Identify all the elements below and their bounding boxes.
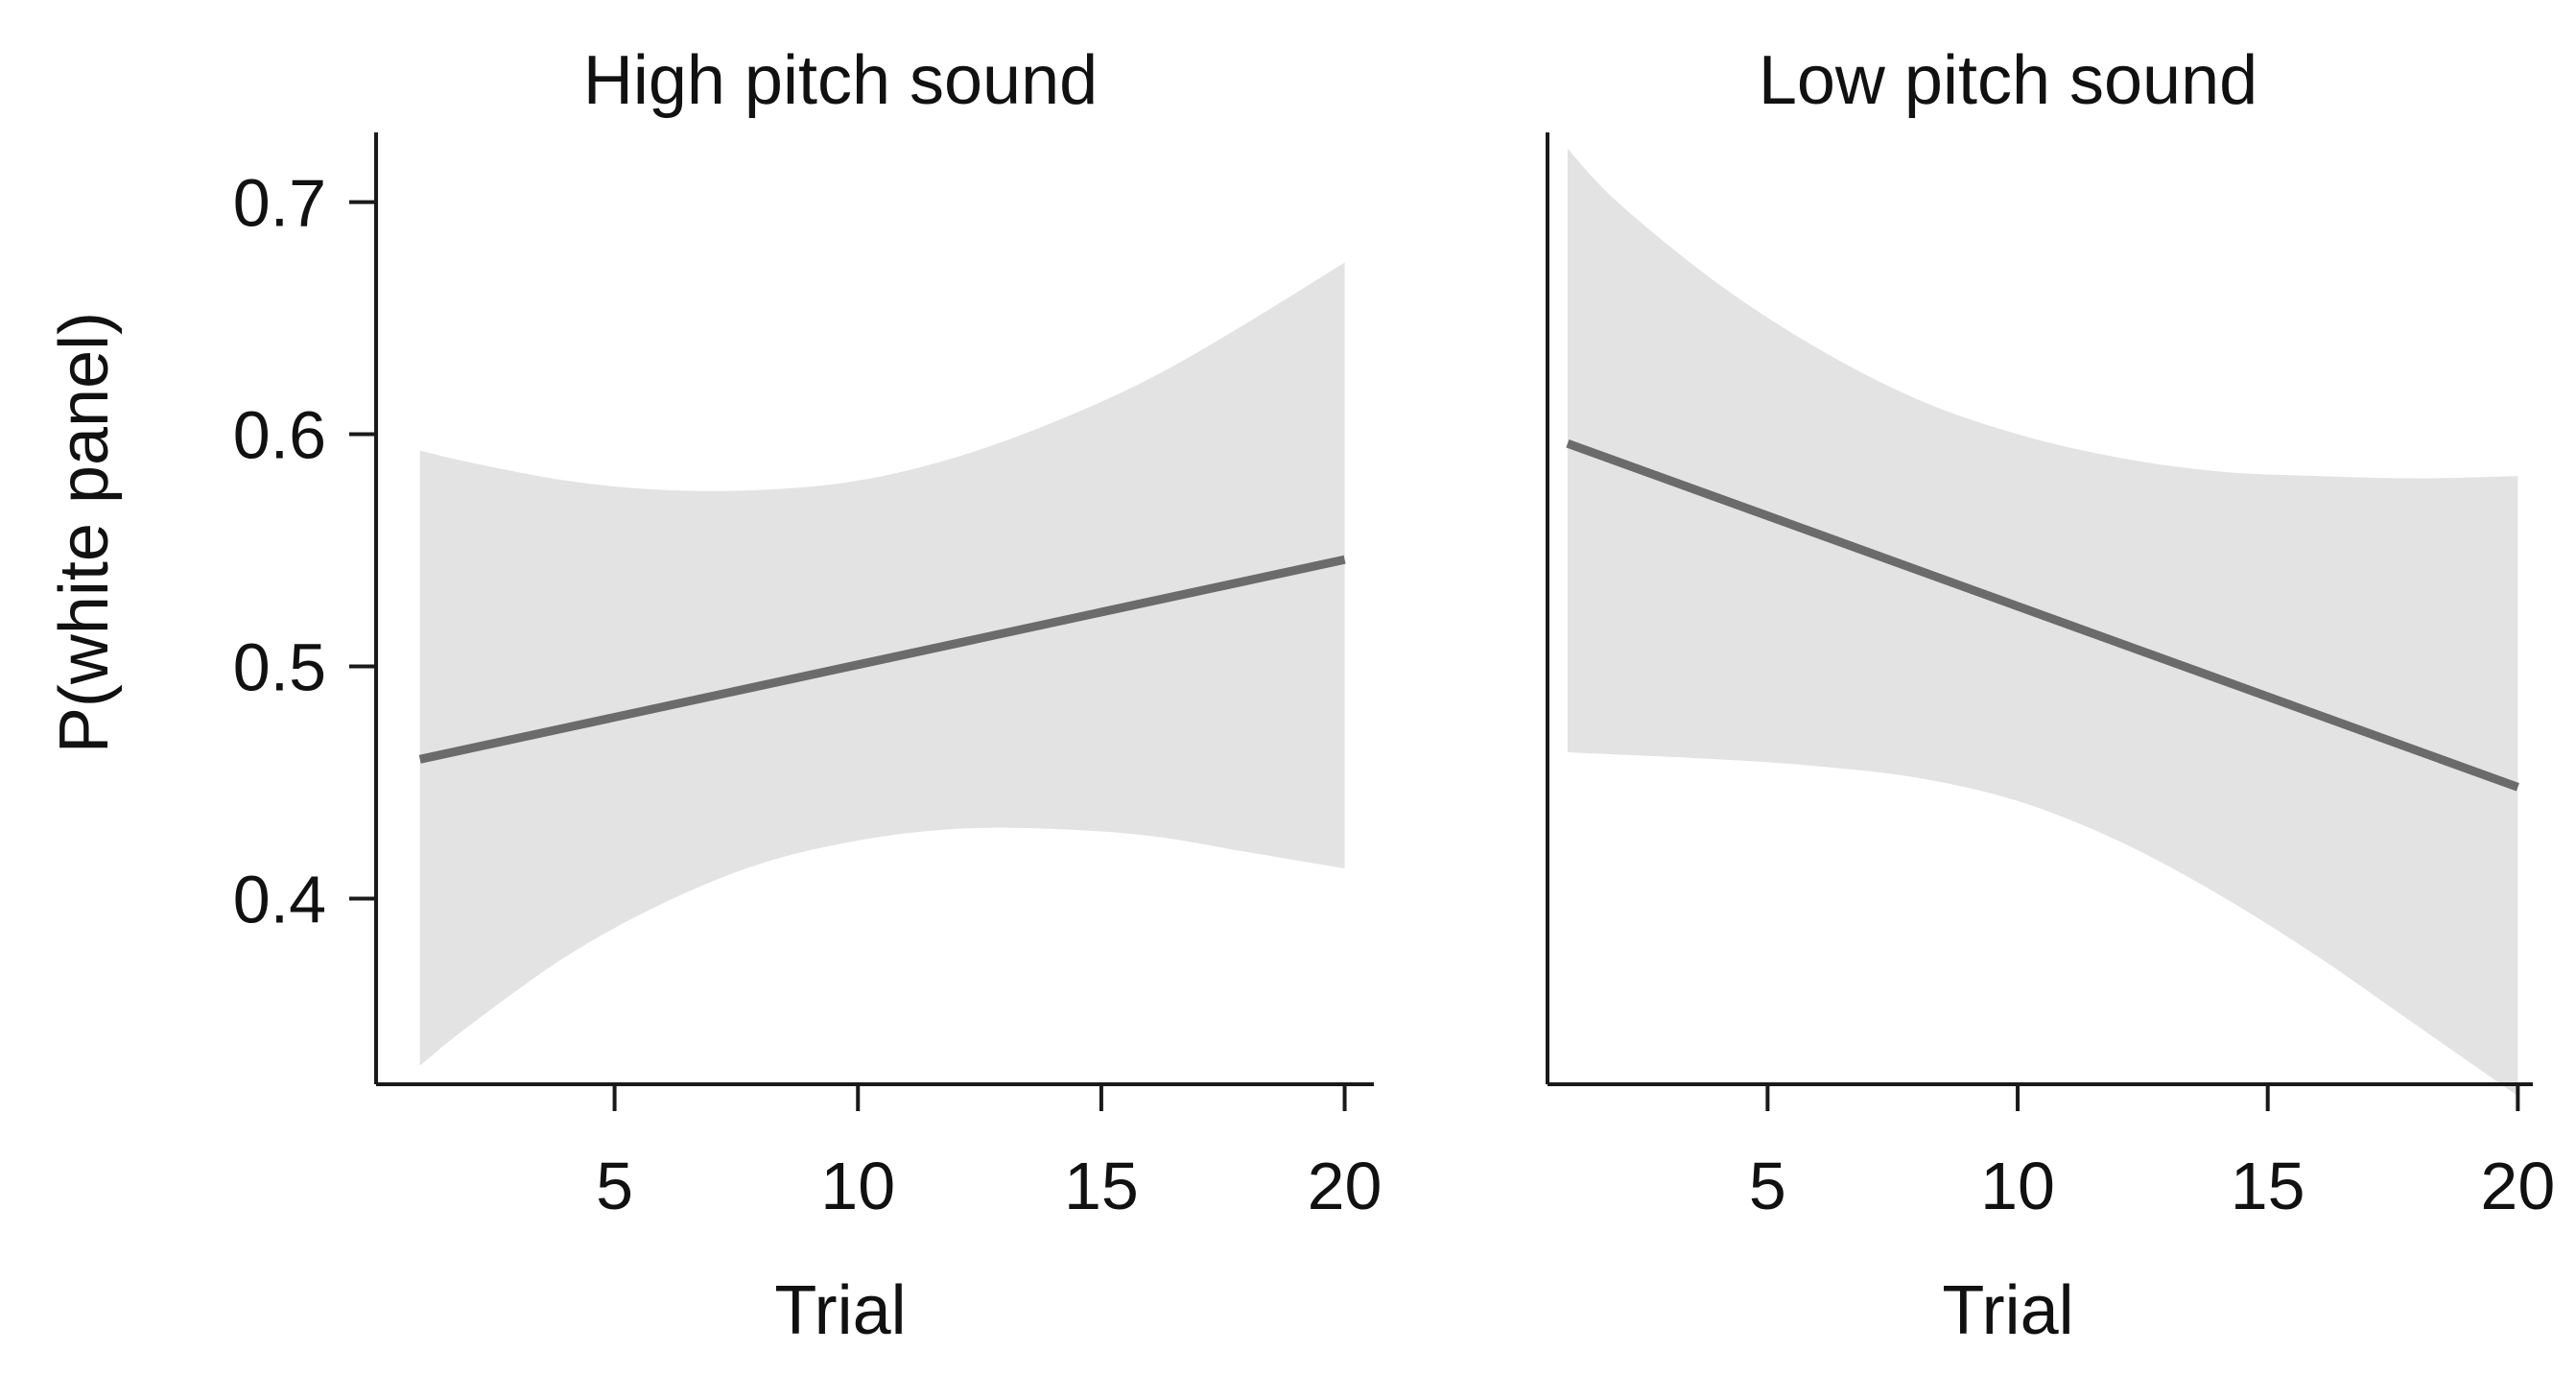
y-axis-title: P(white panel) xyxy=(46,312,123,753)
confidence-band xyxy=(419,262,1345,1066)
x-tick-label: 5 xyxy=(596,1149,633,1223)
panel-title: Low pitch sound xyxy=(1759,42,2257,119)
confidence-band xyxy=(1567,148,2518,1097)
y-tick-label: 0.4 xyxy=(233,862,326,936)
ticks: 5 10 15 20 xyxy=(1749,1084,2555,1223)
fit-line xyxy=(1566,439,2519,792)
x-tick-label: 10 xyxy=(820,1149,895,1223)
x-tick-label: 10 xyxy=(1980,1149,2055,1223)
panel-low-pitch: 5 10 15 20 Low pitch sound Trial xyxy=(1546,42,2555,1349)
x-tick-label: 5 xyxy=(1749,1149,1786,1223)
y-tick-label: 0.5 xyxy=(233,629,326,704)
panel-high-pitch: 5 10 15 20 0.4 0.5 0.6 0.7 High pitch sound Tri… xyxy=(46,42,1382,1349)
x-tick-label: 15 xyxy=(2231,1149,2305,1223)
y-tick-label: 0.6 xyxy=(233,398,326,473)
fit-line xyxy=(418,555,1346,764)
x-axis-title: Trial xyxy=(1942,1272,2073,1349)
x-tick-label: 20 xyxy=(2480,1149,2555,1223)
ticks: 5 10 15 20 0.4 0.5 0.6 0.7 xyxy=(233,166,1383,1223)
x-axis-title: Trial xyxy=(774,1272,906,1349)
x-tick-label: 20 xyxy=(1308,1149,1383,1223)
panel-title: High pitch sound xyxy=(583,42,1098,119)
y-tick-label: 0.7 xyxy=(233,166,326,241)
x-tick-label: 15 xyxy=(1064,1149,1139,1223)
